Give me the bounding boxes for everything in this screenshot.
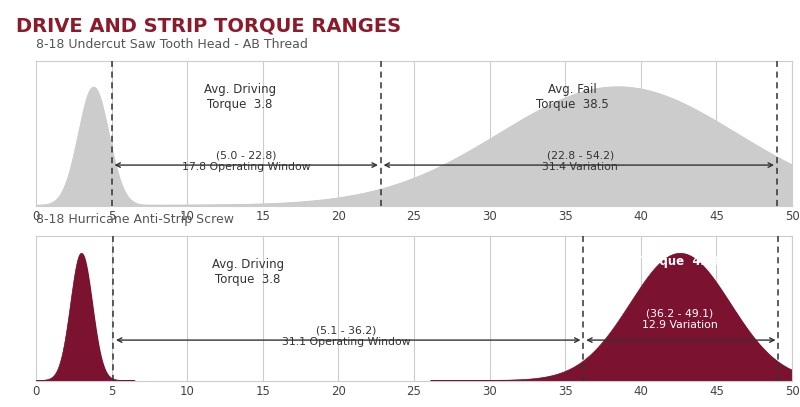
Text: (5.1 - 36.2)
31.1 Operating Window: (5.1 - 36.2) 31.1 Operating Window bbox=[282, 326, 410, 347]
Text: (22.8 - 54.2)
31.4 Variation: (22.8 - 54.2) 31.4 Variation bbox=[542, 151, 618, 172]
Text: Avg. Fail
Torque  42.6: Avg. Fail Torque 42.6 bbox=[638, 241, 722, 268]
Text: Avg. Driving
Torque  3.8: Avg. Driving Torque 3.8 bbox=[212, 258, 284, 286]
Text: (5.0 - 22.8)
17.8 Operating Window: (5.0 - 22.8) 17.8 Operating Window bbox=[182, 151, 310, 172]
Text: 8-18 Undercut Saw Tooth Head - AB Thread: 8-18 Undercut Saw Tooth Head - AB Thread bbox=[36, 38, 308, 51]
Text: (36.2 - 49.1)
12.9 Variation: (36.2 - 49.1) 12.9 Variation bbox=[642, 309, 718, 330]
Text: DRIVE AND STRIP TORQUE RANGES: DRIVE AND STRIP TORQUE RANGES bbox=[16, 17, 401, 36]
Text: Avg. Fail
Torque  38.5: Avg. Fail Torque 38.5 bbox=[536, 83, 609, 111]
Text: 8-18 Hurricane Anti-Strip Screw: 8-18 Hurricane Anti-Strip Screw bbox=[36, 213, 234, 226]
Text: Avg. Driving
Torque  3.8: Avg. Driving Torque 3.8 bbox=[204, 83, 276, 111]
